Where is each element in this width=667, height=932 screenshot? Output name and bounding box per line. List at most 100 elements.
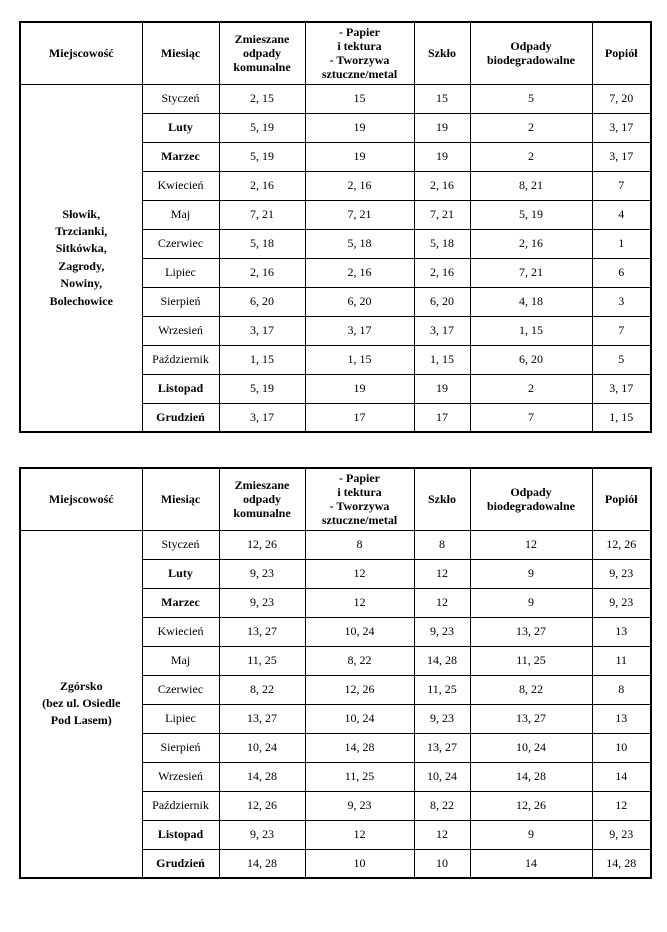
value-cell-szklo: 9, 23 xyxy=(413,616,471,647)
schedule-row: Maj 7, 21 7, 21 7, 21 5, 19 4 xyxy=(20,199,652,230)
value-cell-zmieszane-odpady-komunalne: 12, 26 xyxy=(218,529,306,560)
value-cell-odpady-biodegradowalne: 2 xyxy=(469,141,593,172)
value-cell-szklo: 19 xyxy=(413,141,471,172)
value-cell-odpady-biodegradowalne: 13, 27 xyxy=(469,616,593,647)
value-cell-zmieszane-odpady-komunalne: 8, 22 xyxy=(218,674,306,705)
value-cell-papier-tworzywa: 2, 16 xyxy=(304,170,415,201)
value-cell-zmieszane-odpady-komunalne: 11, 25 xyxy=(218,645,306,676)
value-cell-zmieszane-odpady-komunalne: 10, 24 xyxy=(218,732,306,763)
value-cell-popiol: 9, 23 xyxy=(591,819,652,850)
column-header-odpady-biodegradowalne: Odpady biodegradowalne xyxy=(469,21,593,85)
month-cell: Grudzień xyxy=(141,848,220,879)
value-cell-szklo: 2, 16 xyxy=(413,257,471,288)
value-cell-popiol: 14, 28 xyxy=(591,848,652,879)
value-cell-odpady-biodegradowalne: 13, 27 xyxy=(469,703,593,734)
value-cell-odpady-biodegradowalne: 2 xyxy=(469,373,593,404)
column-header-papier-tworzywa: - Papier i tektura - Tworzywa sztuczne/m… xyxy=(304,467,415,531)
value-cell-odpady-biodegradowalne: 12, 26 xyxy=(469,790,593,821)
value-cell-szklo: 8 xyxy=(413,529,471,560)
value-cell-papier-tworzywa: 12 xyxy=(304,819,415,850)
month-cell: Listopad xyxy=(141,373,220,404)
value-cell-papier-tworzywa: 3, 17 xyxy=(304,315,415,346)
value-cell-zmieszane-odpady-komunalne: 12, 26 xyxy=(218,790,306,821)
value-cell-popiol: 3 xyxy=(591,286,652,317)
value-cell-popiol: 10 xyxy=(591,732,652,763)
value-cell-szklo: 10, 24 xyxy=(413,761,471,792)
month-cell: Listopad xyxy=(141,819,220,850)
column-header-miesiac: Miesiąc xyxy=(141,21,220,85)
value-cell-papier-tworzywa: 8 xyxy=(304,529,415,560)
value-cell-odpady-biodegradowalne: 14, 28 xyxy=(469,761,593,792)
value-cell-papier-tworzywa: 15 xyxy=(304,83,415,114)
value-cell-papier-tworzywa: 14, 28 xyxy=(304,732,415,763)
schedule-row: Kwiecień 2, 16 2, 16 2, 16 8, 21 7 xyxy=(20,170,652,201)
value-cell-papier-tworzywa: 12, 26 xyxy=(304,674,415,705)
value-cell-zmieszane-odpady-komunalne: 5, 18 xyxy=(218,228,306,259)
value-cell-popiol: 7 xyxy=(591,170,652,201)
value-cell-popiol: 3, 17 xyxy=(591,112,652,143)
schedule-row: Zgórsko (bez ul. Osiedle Pod Lasem) Stycz… xyxy=(19,529,652,879)
value-cell-popiol: 7, 20 xyxy=(591,83,652,114)
schedule-row: Listopad 5, 19 19 19 2 3, 17 xyxy=(20,373,652,404)
month-cell: Czerwiec xyxy=(141,674,220,705)
schedule-row: Wrzesień 14, 28 11, 25 10, 24 14, 28 14 xyxy=(20,761,652,792)
value-cell-odpady-biodegradowalne: 8, 22 xyxy=(469,674,593,705)
schedule-row: Grudzień 14, 28 10 10 14 14, 28 xyxy=(20,848,652,879)
value-cell-odpady-biodegradowalne: 9 xyxy=(469,587,593,618)
value-cell-odpady-biodegradowalne: 12 xyxy=(469,529,593,560)
value-cell-odpady-biodegradowalne: 9 xyxy=(469,558,593,589)
value-cell-papier-tworzywa: 19 xyxy=(304,112,415,143)
value-cell-odpady-biodegradowalne: 11, 25 xyxy=(469,645,593,676)
schedule-row: Lipiec 13, 27 10, 24 9, 23 13, 27 13 xyxy=(20,703,652,734)
value-cell-zmieszane-odpady-komunalne: 5, 19 xyxy=(218,141,306,172)
header-row: Miejscowość Miesiąc Zmieszane odpady komun… xyxy=(19,467,652,531)
value-cell-szklo: 12 xyxy=(413,819,471,850)
value-cell-szklo: 10 xyxy=(413,848,471,879)
value-cell-popiol: 1, 15 xyxy=(591,402,652,433)
value-cell-szklo: 6, 20 xyxy=(413,286,471,317)
value-cell-szklo: 12 xyxy=(413,587,471,618)
value-cell-popiol: 9, 23 xyxy=(591,558,652,589)
value-cell-zmieszane-odpady-komunalne: 9, 23 xyxy=(218,558,306,589)
value-cell-szklo: 17 xyxy=(413,402,471,433)
schedule-row: Słowik, Trzcianki, Sitkówka, Zagrody, No… xyxy=(19,83,652,433)
column-header-odpady-biodegradowalne: Odpady biodegradowalne xyxy=(469,467,593,531)
value-cell-zmieszane-odpady-komunalne: 5, 19 xyxy=(218,373,306,404)
value-cell-papier-tworzywa: 19 xyxy=(304,141,415,172)
value-cell-odpady-biodegradowalne: 4, 18 xyxy=(469,286,593,317)
waste-schedule-table-2: Miejscowość Miesiąc Zmieszane odpady komun… xyxy=(19,467,652,879)
column-header-szklo: Szkło xyxy=(413,21,471,85)
schedule-row: Luty 5, 19 19 19 2 3, 17 xyxy=(20,112,652,143)
value-cell-zmieszane-odpady-komunalne: 3, 17 xyxy=(218,402,306,433)
value-cell-popiol: 3, 17 xyxy=(591,373,652,404)
schedule-row: Sierpień 10, 24 14, 28 13, 27 10, 24 10 xyxy=(20,732,652,763)
value-cell-szklo: 5, 18 xyxy=(413,228,471,259)
locality-cell: Słowik, Trzcianki, Sitkówka, Zagrody, No… xyxy=(19,83,143,433)
month-cell: Lipiec xyxy=(141,703,220,734)
value-cell-popiol: 1 xyxy=(591,228,652,259)
schedule-row: Czerwiec 5, 18 5, 18 5, 18 2, 16 1 xyxy=(20,228,652,259)
value-cell-papier-tworzywa: 7, 21 xyxy=(304,199,415,230)
value-cell-popiol: 14 xyxy=(591,761,652,792)
value-cell-papier-tworzywa: 12 xyxy=(304,587,415,618)
month-cell: Luty xyxy=(141,112,220,143)
value-cell-popiol: 8 xyxy=(591,674,652,705)
month-cell: Lipiec xyxy=(141,257,220,288)
value-cell-szklo: 3, 17 xyxy=(413,315,471,346)
column-header-miejscowosc: Miejscowość xyxy=(19,467,143,531)
schedule-row: Październik 1, 15 1, 15 1, 15 6, 20 5 xyxy=(20,344,652,375)
schedule-row: Grudzień 3, 17 17 17 7 1, 15 xyxy=(20,402,652,433)
month-cell: Październik xyxy=(141,790,220,821)
value-cell-odpady-biodegradowalne: 1, 15 xyxy=(469,315,593,346)
schedule-row: Kwiecień 13, 27 10, 24 9, 23 13, 27 13 xyxy=(20,616,652,647)
value-cell-szklo: 8, 22 xyxy=(413,790,471,821)
value-cell-zmieszane-odpady-komunalne: 3, 17 xyxy=(218,315,306,346)
value-cell-odpady-biodegradowalne: 8, 21 xyxy=(469,170,593,201)
value-cell-zmieszane-odpady-komunalne: 13, 27 xyxy=(218,703,306,734)
column-header-miejscowosc: Miejscowość xyxy=(19,21,143,85)
header-row: Miejscowość Miesiąc Zmieszane odpady komun… xyxy=(19,21,652,85)
value-cell-popiol: 13 xyxy=(591,616,652,647)
value-cell-zmieszane-odpady-komunalne: 2, 15 xyxy=(218,83,306,114)
value-cell-szklo: 11, 25 xyxy=(413,674,471,705)
